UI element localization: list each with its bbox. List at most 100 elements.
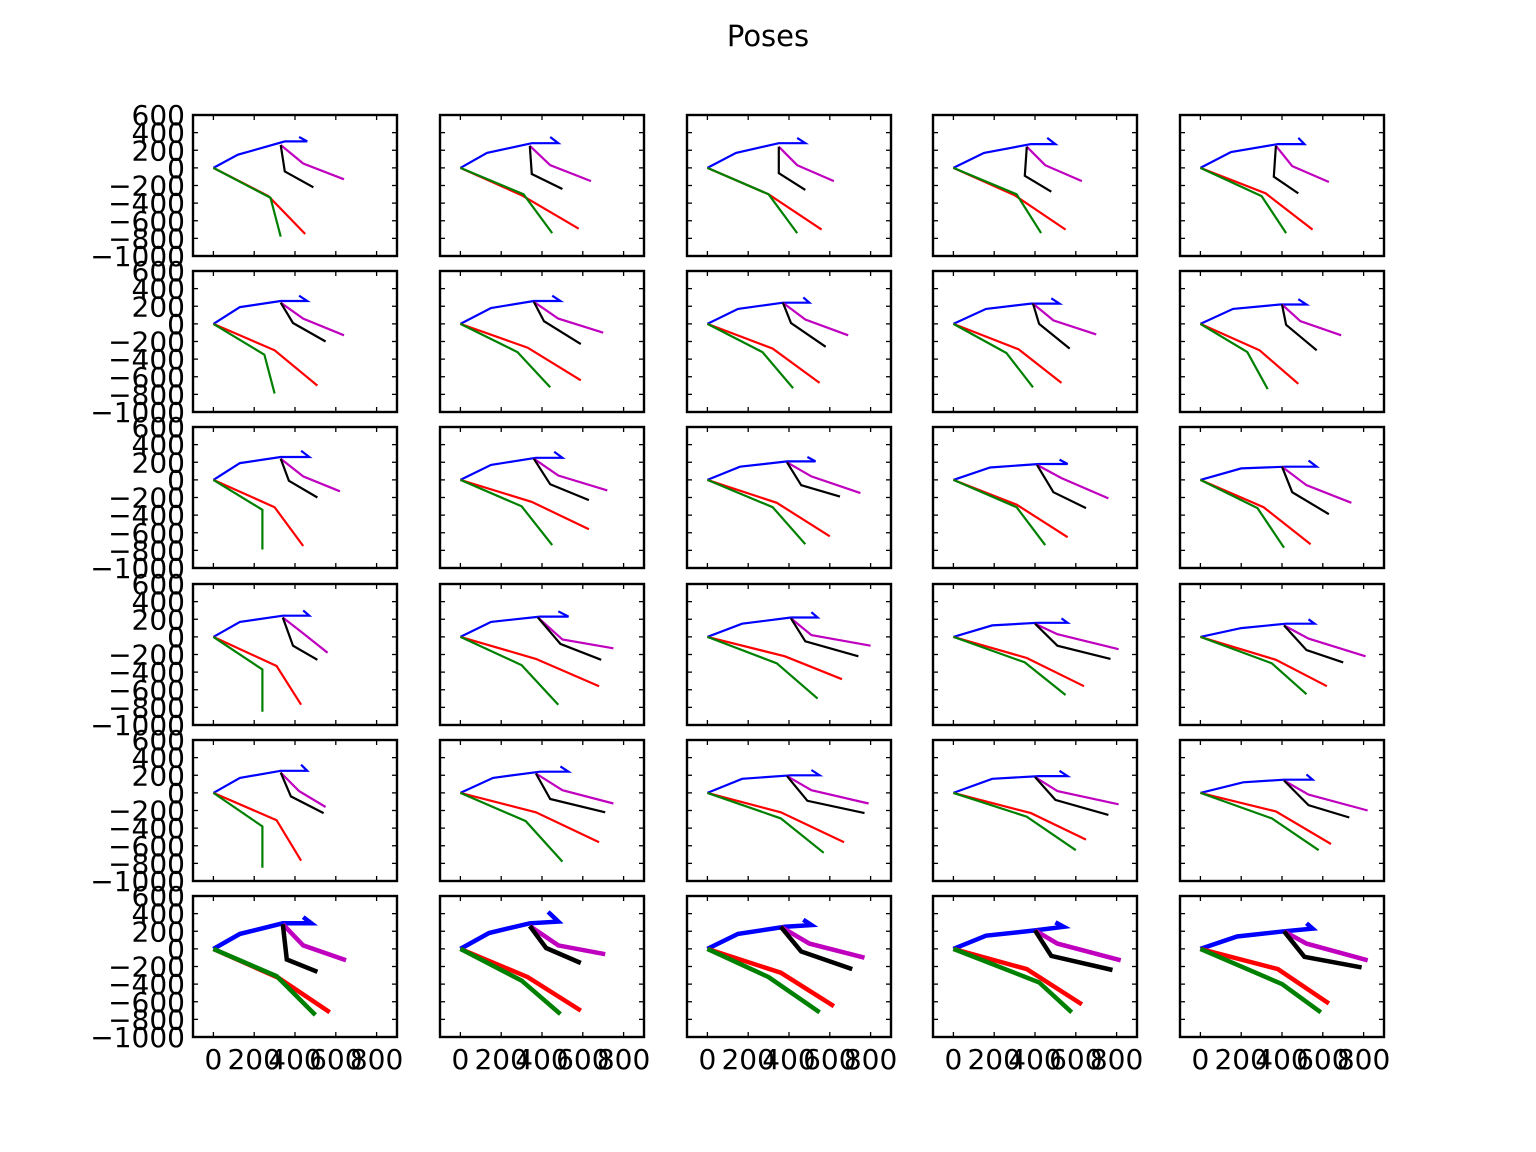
x-tick-label: 800 bbox=[1337, 1043, 1390, 1076]
y-tick-label: −1000 bbox=[90, 865, 185, 898]
right-arm-line bbox=[778, 145, 835, 183]
subplot-frame bbox=[438, 269, 646, 414]
subplot-frame bbox=[931, 425, 1139, 570]
y-tick-label: 400 bbox=[132, 742, 185, 775]
subplot-frame bbox=[685, 894, 893, 1039]
right-arm-line bbox=[1033, 928, 1122, 963]
right-arm-line bbox=[1283, 779, 1368, 812]
y-tick-label: −400 bbox=[108, 968, 185, 1001]
y-tick-label: 600 bbox=[132, 255, 185, 288]
y-tick-label: −1000 bbox=[90, 1021, 185, 1054]
subplot-frame bbox=[685, 113, 893, 258]
left-leg-line bbox=[459, 791, 564, 863]
spine-line bbox=[459, 910, 564, 951]
spine-line bbox=[952, 137, 1059, 169]
y-tick-label: −200 bbox=[108, 326, 185, 359]
x-tick-label: 200 bbox=[474, 1043, 527, 1076]
left-leg-line bbox=[706, 478, 807, 545]
subplot-frame bbox=[191, 425, 399, 570]
y-tick-label: −200 bbox=[108, 170, 185, 203]
right-arm-line bbox=[1281, 303, 1342, 337]
x-tick-label: 800 bbox=[350, 1043, 403, 1076]
subplot-frame bbox=[438, 894, 646, 1039]
left-leg-line bbox=[459, 478, 554, 546]
left-leg-line bbox=[953, 635, 1067, 696]
y-tick-label: 200 bbox=[132, 290, 185, 323]
right-leg-line bbox=[706, 166, 823, 231]
subplot-20 bbox=[1178, 582, 1386, 727]
x-tick-label: 600 bbox=[803, 1043, 856, 1076]
spine-line bbox=[1200, 618, 1319, 638]
left-leg-line bbox=[459, 166, 554, 234]
left-leg-line bbox=[706, 322, 794, 389]
right-arm-line bbox=[1034, 622, 1119, 651]
right-arm-line bbox=[790, 617, 871, 647]
right-leg-line bbox=[952, 322, 1063, 384]
y-tick-label: 400 bbox=[132, 117, 185, 150]
left-arm-line bbox=[1280, 304, 1318, 352]
subplot-frame bbox=[438, 425, 646, 570]
spine-line bbox=[212, 609, 313, 638]
y-tick-label: 200 bbox=[132, 759, 185, 792]
left-leg-line bbox=[706, 166, 799, 234]
right-arm-line bbox=[786, 461, 861, 495]
subplot-frame bbox=[438, 113, 646, 258]
y-tick-label: 400 bbox=[132, 586, 185, 619]
left-leg-line bbox=[212, 478, 264, 550]
x-tick-label: 200 bbox=[967, 1043, 1020, 1076]
right-arm-line bbox=[533, 457, 608, 492]
spine-line bbox=[1199, 137, 1308, 169]
right-leg-line bbox=[212, 166, 306, 235]
spine-line bbox=[212, 763, 310, 794]
left-arm-line bbox=[790, 617, 859, 658]
right-arm-line bbox=[528, 924, 606, 957]
subplot-frame bbox=[1178, 582, 1386, 727]
y-tick-label: −800 bbox=[108, 534, 185, 567]
x-tick-label: 0 bbox=[451, 1043, 469, 1076]
x-tick-label: 0 bbox=[204, 1043, 222, 1076]
spine-line bbox=[212, 294, 311, 325]
y-tick-label: 400 bbox=[132, 273, 185, 306]
right-leg-line bbox=[953, 635, 1085, 688]
y-tick-label: −1000 bbox=[90, 709, 185, 742]
left-leg-line bbox=[1199, 478, 1285, 549]
left-leg-line bbox=[459, 322, 552, 389]
y-tick-label: −600 bbox=[108, 986, 185, 1019]
left-arm-line bbox=[1031, 303, 1071, 350]
x-tick-label: 600 bbox=[556, 1043, 609, 1076]
left-arm-line bbox=[1034, 622, 1111, 660]
right-arm-line bbox=[1034, 776, 1119, 806]
y-tick-label: −800 bbox=[108, 222, 185, 255]
y-tick-label: 200 bbox=[132, 134, 185, 167]
left-leg-line bbox=[459, 635, 560, 706]
subplot-frame bbox=[931, 894, 1139, 1039]
spine-line bbox=[459, 136, 562, 169]
right-leg-line bbox=[460, 322, 582, 382]
subplot-frame bbox=[1178, 425, 1386, 570]
right-leg-line bbox=[212, 478, 305, 547]
subplot-24 bbox=[931, 738, 1139, 883]
spine-line bbox=[707, 611, 821, 638]
subplot-12 bbox=[438, 425, 646, 570]
spine-line bbox=[953, 617, 1072, 638]
y-tick-label: −800 bbox=[108, 378, 185, 411]
left-leg-line bbox=[212, 635, 264, 712]
y-tick-label: 600 bbox=[132, 568, 185, 601]
spine-line bbox=[706, 769, 824, 794]
subplot-15 bbox=[1178, 425, 1386, 570]
subplot-frame bbox=[191, 894, 399, 1039]
right-leg-line bbox=[707, 478, 831, 538]
left-leg-line bbox=[459, 946, 562, 1016]
y-tick-label: 0 bbox=[167, 152, 185, 185]
subplot-4 bbox=[931, 113, 1139, 258]
right-arm-line bbox=[1275, 145, 1330, 184]
left-leg-line bbox=[212, 166, 282, 237]
subplot-frame bbox=[1178, 269, 1386, 414]
right-arm-line bbox=[282, 616, 329, 654]
left-arm-line bbox=[781, 302, 827, 348]
y-tick-label: −800 bbox=[108, 847, 185, 880]
